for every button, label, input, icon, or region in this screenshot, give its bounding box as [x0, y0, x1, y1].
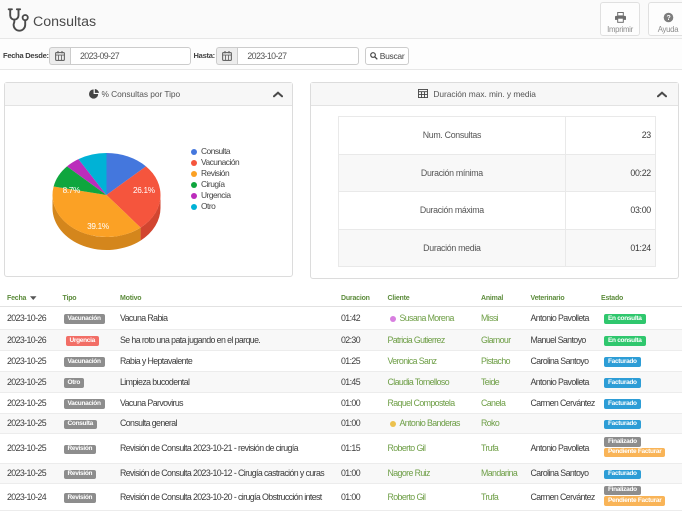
svg-text:26.1%: 26.1% — [133, 186, 155, 195]
svg-text:39.1%: 39.1% — [87, 222, 109, 231]
svg-text:?: ? — [666, 15, 670, 22]
svg-text:8.7%: 8.7% — [63, 186, 80, 195]
